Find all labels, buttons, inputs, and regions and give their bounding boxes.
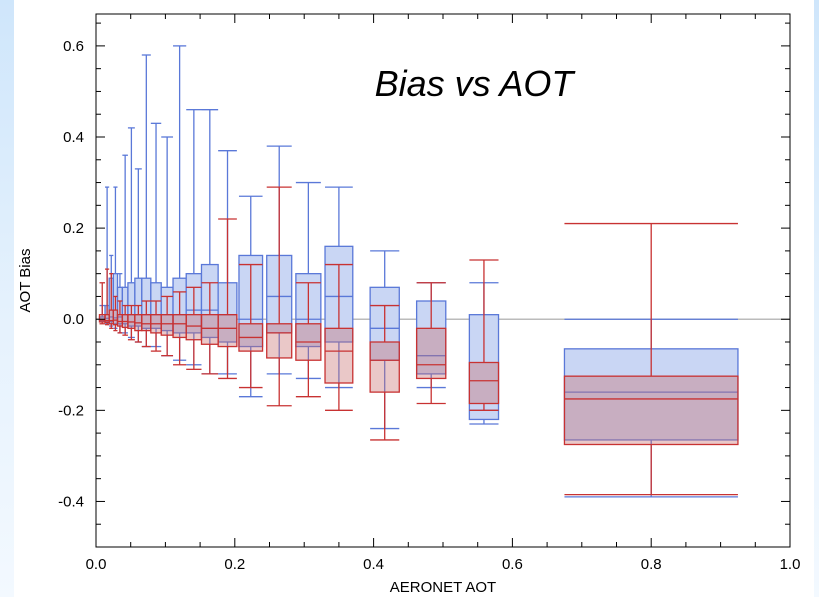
- series-red: [98, 186, 739, 496]
- x-tick-label: 0.4: [363, 556, 384, 573]
- tick-layer: 0.0 0.2 0.4 0.6 0.8 1.0 -0.4 -0.2 0.0 0.2 0.4 0.6: [58, 14, 800, 573]
- box-red-12: [172, 291, 187, 366]
- y-axis-title: AOT Bias: [17, 249, 34, 313]
- box-iqr: [266, 323, 293, 359]
- x-tick-label: 0.0: [86, 556, 107, 573]
- y-tick-label: 0.2: [63, 220, 84, 237]
- box-iqr: [369, 341, 400, 393]
- box-red-23: [563, 222, 739, 496]
- y-tick-label: 0.4: [63, 129, 84, 146]
- chart-title: Bias vs AOT: [375, 63, 577, 104]
- x-tick-label: 1.0: [780, 556, 801, 573]
- box-iqr: [563, 375, 739, 446]
- box-layer: [98, 45, 739, 498]
- box-plot-chart: 0.0 0.2 0.4 0.6 0.8 1.0 -0.4 -0.2 0.0 0.2 0.4 0.6 B…: [17, 13, 800, 596]
- box-red-2: [104, 268, 110, 326]
- box-red-6: [121, 304, 129, 336]
- box-red-18: [295, 282, 322, 398]
- box-iqr: [116, 314, 124, 327]
- x-tick-label: 0.8: [641, 556, 662, 573]
- box-red-19: [324, 263, 354, 411]
- box-iqr: [160, 314, 174, 336]
- box-iqr: [468, 361, 500, 405]
- box-red-20: [369, 304, 400, 441]
- y-tick-label: -0.4: [58, 493, 84, 510]
- box-red-1: [98, 282, 106, 325]
- box-red-16: [238, 263, 264, 389]
- box-iqr: [415, 327, 447, 380]
- box-red-13: [185, 286, 203, 370]
- box-iqr: [217, 314, 238, 348]
- x-tick-label: 0.2: [224, 556, 245, 573]
- y-tick-label: 0.6: [63, 38, 84, 55]
- box-iqr: [141, 314, 152, 332]
- x-axis-title: AERONET AOT: [390, 579, 496, 596]
- y-tick-label: 0.0: [63, 311, 84, 328]
- box-red-15: [217, 218, 238, 380]
- chart-frame: 0.0 0.2 0.4 0.6 0.8 1.0 -0.4 -0.2 0.0 0.2 0.4 0.6 B…: [14, 0, 814, 597]
- box-red-3: [108, 273, 114, 329]
- box-iqr: [200, 314, 219, 345]
- box-iqr: [324, 327, 354, 384]
- box-iqr: [172, 314, 187, 339]
- box-red-7: [127, 304, 136, 341]
- y-tick-label: -0.2: [58, 402, 84, 419]
- box-iqr: [98, 314, 106, 323]
- box-red-11: [160, 295, 174, 357]
- box-iqr: [185, 314, 203, 341]
- box-red-22: [468, 259, 500, 411]
- box-red-17: [266, 186, 293, 407]
- x-tick-label: 0.6: [502, 556, 523, 573]
- box-red-21: [415, 282, 447, 405]
- box-red-4: [112, 295, 119, 332]
